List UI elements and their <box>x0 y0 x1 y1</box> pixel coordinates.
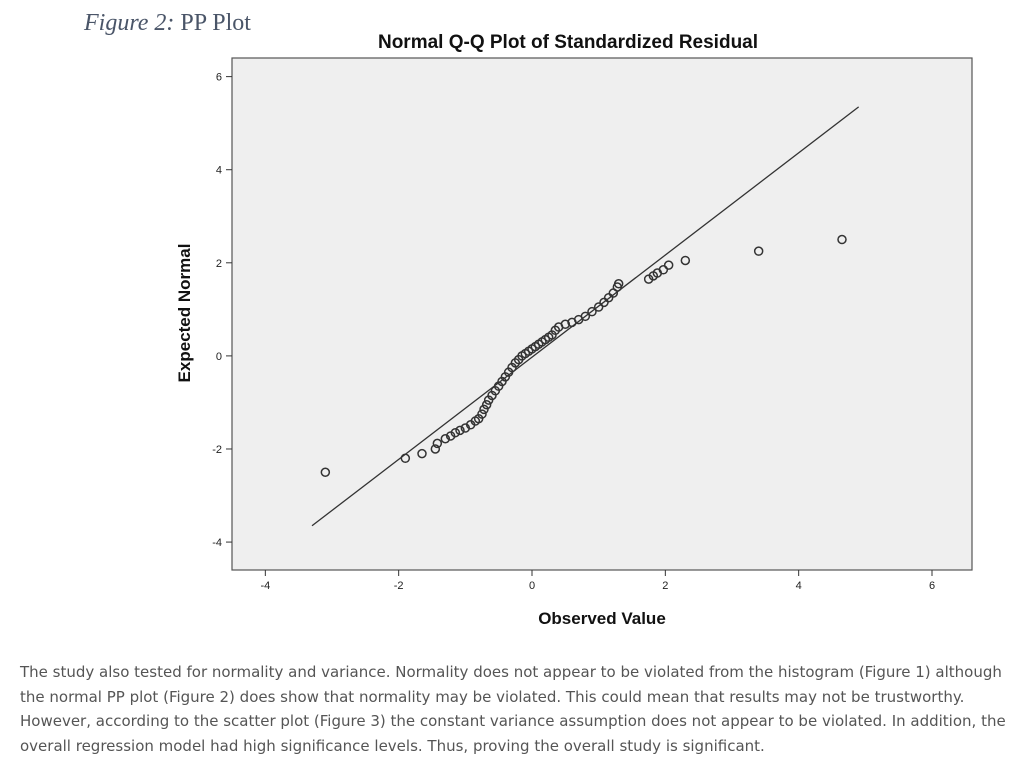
data-point <box>455 425 465 436</box>
x-tick-label: 0 <box>529 580 535 592</box>
x-tick-label: -2 <box>394 580 404 592</box>
chart-title: Normal Q-Q Plot of Standardized Residual <box>378 32 758 53</box>
y-tick-label: 2 <box>216 258 222 270</box>
data-point <box>663 260 674 270</box>
data-point <box>320 467 331 478</box>
data-point <box>400 453 411 464</box>
data-point <box>477 409 487 419</box>
data-point <box>680 255 691 266</box>
data-point <box>481 400 492 410</box>
reference-line-group <box>311 106 860 527</box>
qq-plot: Normal Q-Q Plot of Standardized Residual… <box>175 32 973 628</box>
data-point <box>417 448 427 459</box>
y-tick-label: 0 <box>216 351 222 363</box>
y-tick-label: 6 <box>216 72 222 84</box>
axis-ticks: -4 -2 0 2 4 6 -4 -2 0 2 4 6 <box>212 72 935 592</box>
data-point <box>587 306 597 317</box>
data-point <box>450 427 461 438</box>
data-point <box>560 319 571 329</box>
data-point <box>593 302 604 312</box>
x-tick-label: 6 <box>929 580 935 592</box>
data-point <box>580 311 591 322</box>
data-point <box>432 438 443 449</box>
data-points <box>320 234 847 478</box>
figure-caption-title: PP Plot <box>180 10 251 36</box>
data-point <box>440 433 451 444</box>
data-point <box>753 246 764 256</box>
x-tick-label: 4 <box>796 580 802 592</box>
data-point <box>613 278 624 289</box>
figure-caption-label: Figure 2: <box>84 10 175 36</box>
data-point <box>837 234 847 245</box>
x-tick-label: 2 <box>662 580 668 592</box>
figure-caption: Figure 2: PP Plot <box>84 10 251 37</box>
data-point <box>658 265 669 275</box>
x-axis-label: Observed Value <box>538 609 666 628</box>
y-tick-label: 4 <box>216 165 222 177</box>
data-point <box>430 444 441 454</box>
body-paragraph: The study also tested for normality and … <box>20 663 1006 755</box>
x-tick-label: -4 <box>260 580 270 592</box>
y-tick-label: -4 <box>212 537 222 549</box>
plot-area <box>231 57 973 571</box>
reference-line <box>311 106 860 527</box>
data-point <box>479 404 489 415</box>
y-tick-label: -2 <box>212 444 222 456</box>
y-axis-label: Expected Normal <box>175 244 194 383</box>
